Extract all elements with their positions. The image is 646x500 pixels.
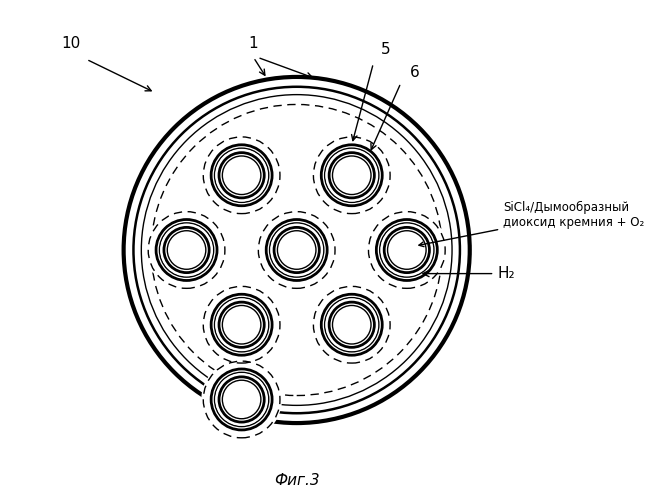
Circle shape <box>311 284 392 365</box>
Circle shape <box>216 374 268 426</box>
Circle shape <box>271 224 323 276</box>
Circle shape <box>172 236 201 264</box>
Circle shape <box>227 386 256 413</box>
Circle shape <box>160 224 213 276</box>
Circle shape <box>338 310 366 339</box>
Circle shape <box>227 310 256 339</box>
Circle shape <box>143 96 450 404</box>
Circle shape <box>380 224 433 276</box>
Circle shape <box>202 359 282 440</box>
Circle shape <box>216 149 268 202</box>
Circle shape <box>326 298 378 351</box>
Text: 1: 1 <box>249 36 258 51</box>
Circle shape <box>202 135 282 216</box>
Circle shape <box>311 135 392 216</box>
Circle shape <box>326 149 378 202</box>
Circle shape <box>366 210 447 290</box>
Text: H₂: H₂ <box>423 266 515 281</box>
Circle shape <box>216 298 268 351</box>
Circle shape <box>202 284 282 365</box>
Circle shape <box>146 210 227 290</box>
Circle shape <box>338 161 366 190</box>
Text: 10: 10 <box>61 36 80 51</box>
Circle shape <box>227 161 256 190</box>
Circle shape <box>256 210 337 290</box>
Circle shape <box>282 236 311 264</box>
Text: SiCl₄/Дымообразный
диоксид кремния + O₂: SiCl₄/Дымообразный диоксид кремния + O₂ <box>419 200 645 246</box>
Text: 6: 6 <box>410 66 419 80</box>
Circle shape <box>393 236 421 264</box>
Text: Фиг.3: Фиг.3 <box>274 472 320 488</box>
Text: 5: 5 <box>380 42 390 57</box>
